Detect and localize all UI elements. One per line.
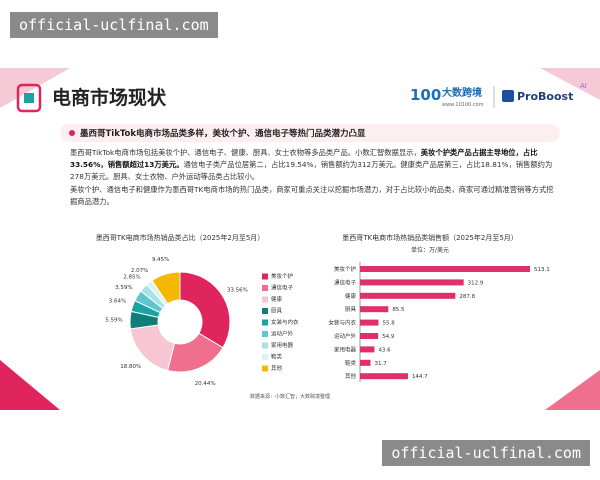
data-label: 54.9 [382,334,395,340]
bar [360,346,375,353]
data-label: 18.80% [120,364,141,370]
category-label: 美妆个护 [334,265,357,273]
bar [360,359,371,366]
data-label: 513.1 [534,267,550,273]
bar [360,306,389,313]
data-label: 3.59% [115,285,132,291]
bar [360,266,530,272]
brand-icon [502,90,514,102]
data-label: 33.56% [227,287,248,293]
chart-title: 墨西哥TK电商市场热销品类销售额（2025年2月至5月） [342,233,518,242]
legend-swatch [262,296,268,303]
data-label: 287.8 [459,294,475,300]
bar [360,373,408,380]
logo-url: www.10100.com [442,102,484,108]
legend-label: 女装与内衣 [271,318,299,326]
legend-label: 家用电器 [271,341,294,349]
legend-swatch [262,365,268,372]
legend-label: 鞋类 [271,353,283,361]
legend-swatch [262,342,268,349]
legend-label: 美妆个护 [271,272,294,280]
legend-swatch [262,308,268,314]
category-label: 家用电器 [334,345,357,353]
legend-swatch [262,354,268,360]
data-label: 5.59% [105,318,122,324]
legend-swatch [262,319,268,326]
text-run: 美妆个护、通信电子和健康作为墨西哥TK电商市场的热门品类，商家可重点关注以挖掘市… [70,185,554,206]
data-label: 31.7 [375,361,388,367]
text-run: 美妆个护类产品占据主导地位，占比33.56%，销售额超过13万美元。 [70,148,538,169]
category-label: 通信电子 [334,278,357,286]
bar [360,292,456,299]
chart-title: 墨西哥TK电商市场热销品类占比（2025年2月至5月） [96,233,265,242]
legend-swatch [262,285,268,291]
category-label: 女装与内衣 [328,319,356,327]
bar [360,319,379,326]
headline-bg [60,124,560,142]
data-label: 2.85% [123,275,140,281]
data-label: 85.5 [392,307,405,313]
data-label: 43.6 [378,347,391,353]
deco [540,68,600,100]
legend-label: 厨具 [271,308,283,315]
legend-swatch [262,273,268,280]
watermark: official-uclfinal.com [10,12,218,38]
data-label: 3.64% [109,299,126,305]
pie-slice [151,271,181,305]
category-label: 其他 [345,372,357,380]
deco [0,360,60,410]
page-title: 电商市场现状 [52,86,167,109]
data-label: 144.7 [412,374,428,380]
text-run: 通信电子类产品位居第二，占比19.54%，销售额约为312万美元。健康类产品居第… [70,160,553,181]
bar [360,333,379,339]
charts: 墨西哥TK电商市场热销品类占比（2025年2月至5月） 33.56% 美妆个护 20.… [96,233,550,400]
brand: ProBoost [517,90,573,103]
text-run: 墨西哥TikTok电商市场包括美妆个护、通信电子、健康、厨具、女士衣物等多品类产… [70,148,421,157]
category-label: 鞋类 [345,359,357,367]
summary: 墨西哥TikTok电商市场包括美妆个护、通信电子、健康、厨具、女士衣物等多品类产… [70,147,560,209]
category-label: 厨具 [345,306,357,313]
bullet [69,130,75,136]
paragraph: 美妆个护、通信电子和健康作为墨西哥TK电商市场的热门品类，商家可重点关注以挖掘市… [70,184,560,208]
logo-name: 大数跨境 [442,86,482,99]
legend-label: 其他 [271,364,283,372]
legend-label: 运动户外 [271,330,294,338]
pie-slice [179,271,231,349]
watermark: official-uclfinal.com [382,440,590,466]
brand-badge: AI [580,82,587,90]
legend-label: 健康 [271,295,283,303]
legend-swatch [262,331,268,337]
data-label: 55.8 [382,321,395,327]
title-icon [24,93,34,103]
paragraph: 墨西哥TikTok电商市场包括美妆个护、通信电子、健康、厨具、女士衣物等多品类产… [70,147,560,183]
unit: 单位：万/美元 [411,246,449,254]
deco [545,370,600,410]
category-label: 运动户外 [334,332,357,340]
data-label: 9.45% [152,257,169,263]
data-label: 312.9 [468,280,484,286]
title-icon [16,83,42,113]
headline: 墨西哥TikTok电商市场品类多样，美妆个护、通信电子等热门品类潜力凸显 [80,128,366,139]
bar [360,279,464,286]
data-label: 2.07% [131,268,148,274]
category-label: 健康 [345,292,357,300]
logo-number: 100 [410,86,441,104]
source: 数据来源：小数汇智；大数跨境整理 [250,393,330,400]
legend-label: 通信电子 [271,284,294,292]
data-label: 20.44% [195,381,216,387]
